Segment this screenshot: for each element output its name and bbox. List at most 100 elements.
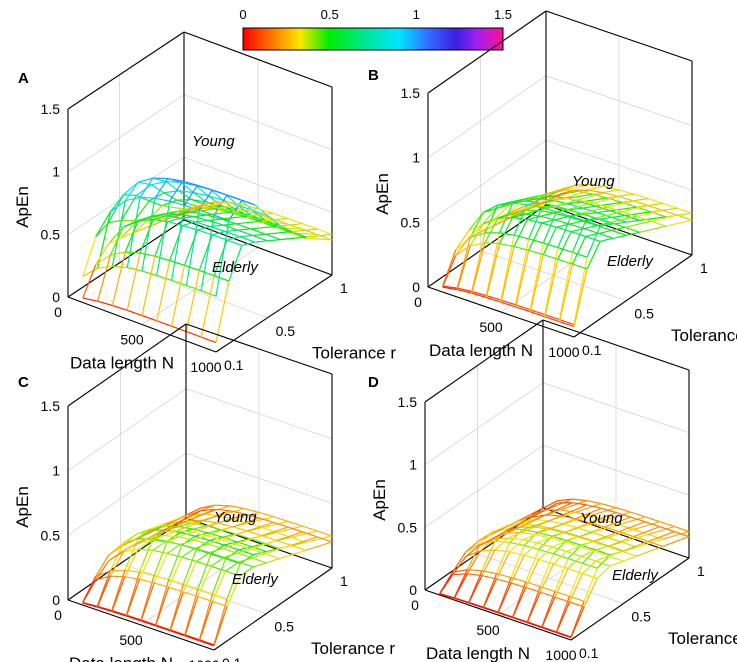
surface-mesh-line xyxy=(139,252,156,257)
surface-mesh-line xyxy=(244,513,260,519)
surface-mesh-line xyxy=(520,518,535,525)
surface-mesh-line xyxy=(538,206,553,212)
surface-mesh-line xyxy=(110,194,124,212)
box-edge xyxy=(67,31,185,110)
surface-mesh-line xyxy=(306,237,333,241)
surface-mesh-line xyxy=(167,552,182,558)
surface-mesh-line xyxy=(168,556,183,588)
surface-mesh-line xyxy=(557,258,573,265)
gridline xyxy=(67,388,187,472)
x-tick-label: 500 xyxy=(119,632,143,648)
surface-mesh-line xyxy=(662,530,690,540)
surface-mesh-line xyxy=(127,267,143,272)
surface-mesh-line xyxy=(537,542,553,548)
surface-mesh-line xyxy=(510,198,525,203)
surface-mesh-line xyxy=(149,214,163,220)
surface-mesh-line xyxy=(528,222,543,251)
surface-mesh-line xyxy=(124,181,139,202)
surface-mesh-line xyxy=(302,223,318,230)
surface-mesh-line xyxy=(554,568,569,598)
surface-mesh-line xyxy=(82,602,98,608)
x-tick-label: 500 xyxy=(479,319,503,335)
surface-mesh-line xyxy=(167,217,181,223)
surface-mesh-line xyxy=(178,531,193,538)
surface-mesh-line xyxy=(607,545,623,552)
surface-mesh-line xyxy=(471,290,487,297)
surface-mesh-line xyxy=(154,178,169,199)
surface-mesh-line xyxy=(481,541,496,572)
surface-mesh-line xyxy=(305,541,333,551)
x-axis-label: Data length N xyxy=(426,644,530,662)
surface-mesh-line xyxy=(110,251,126,256)
surface-mesh-line xyxy=(95,554,110,577)
surface-mesh-line xyxy=(537,537,551,544)
surface-mesh-line xyxy=(223,541,238,546)
surface-mesh-line xyxy=(541,596,556,628)
surface-mesh-line xyxy=(82,236,97,277)
surface-mesh-line xyxy=(611,226,626,231)
surface-mesh-line xyxy=(569,220,583,225)
surface-mesh-line xyxy=(548,528,564,534)
surface-mesh-line xyxy=(212,230,226,236)
surface-mesh-line xyxy=(171,265,186,327)
surface-mesh-line xyxy=(604,192,620,198)
surface-mesh-line xyxy=(193,191,209,197)
surface-mesh-line xyxy=(592,202,608,208)
surface-mesh-line xyxy=(662,536,690,547)
surface-mesh-line xyxy=(645,521,660,528)
surface-mesh-line xyxy=(567,212,582,218)
surface-mesh-line xyxy=(176,199,192,201)
surface-mesh-line xyxy=(257,208,273,214)
surface-mesh-line xyxy=(200,508,216,512)
surface-mesh-line xyxy=(140,582,155,622)
surface-mesh-line xyxy=(651,220,666,227)
surface-mesh-line xyxy=(123,542,137,553)
panel-label: C xyxy=(18,374,29,391)
gridline xyxy=(141,247,259,325)
surface-mesh-line xyxy=(136,194,150,202)
surface-mesh-line xyxy=(279,549,306,560)
x-tick-label: 0 xyxy=(414,294,422,310)
surface-mesh-line xyxy=(604,516,631,528)
surface-mesh-line xyxy=(108,219,122,224)
surface-mesh-line xyxy=(180,543,196,549)
surface-mesh-line xyxy=(465,545,480,558)
surface-mesh-line xyxy=(266,547,280,553)
surface-mesh-line xyxy=(615,511,631,518)
surface-mesh-line xyxy=(478,538,493,547)
z-tick-label: 1 xyxy=(409,457,417,473)
surface-mesh-line xyxy=(506,520,521,527)
surface-mesh-line xyxy=(202,201,229,208)
x-axis-line xyxy=(424,589,572,641)
surface-mesh-line xyxy=(168,544,183,580)
surface-mesh-line xyxy=(543,242,559,249)
gridline xyxy=(67,156,185,235)
surface-mesh-line xyxy=(585,232,599,238)
surface-mesh-line xyxy=(466,550,481,575)
surface-mesh-line xyxy=(515,250,530,308)
surface-mesh-line xyxy=(677,214,693,221)
surface-mesh-line xyxy=(585,218,599,222)
surface-mesh-line xyxy=(615,507,631,513)
surface-mesh-line xyxy=(522,539,538,544)
surface-mesh-line xyxy=(226,194,241,201)
surface-mesh-line xyxy=(95,254,111,266)
surface-mesh-line xyxy=(485,243,501,298)
y-tick-label: 0.1 xyxy=(582,342,602,358)
box-edge xyxy=(427,204,547,288)
surface-mesh-line xyxy=(610,221,626,228)
surface-mesh-line xyxy=(633,521,660,531)
surface-mesh-line xyxy=(639,225,666,233)
box-edge xyxy=(542,319,690,371)
surface-mesh-line xyxy=(199,269,215,277)
z-tick-label: 0 xyxy=(412,279,420,295)
surface-mesh-line xyxy=(137,529,152,540)
surface-mesh-line xyxy=(621,204,649,213)
surface-mesh-line xyxy=(232,526,248,532)
surface-mesh-line xyxy=(636,215,652,222)
surface-mesh-line xyxy=(251,553,266,559)
surface-mesh-line xyxy=(239,236,255,243)
surface-mesh-line xyxy=(111,200,126,267)
surface-mesh-line xyxy=(589,511,617,524)
surface-mesh-line xyxy=(526,591,541,623)
